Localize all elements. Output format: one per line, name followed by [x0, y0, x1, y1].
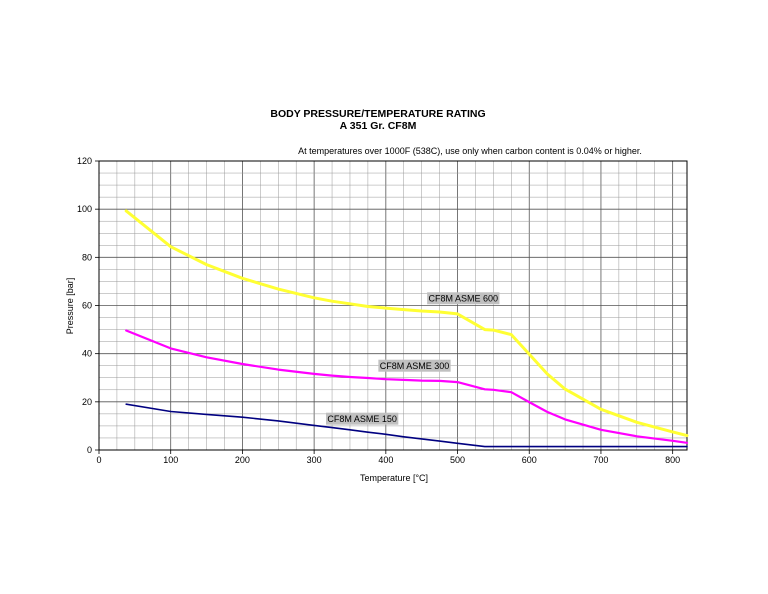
- y-tick-label: 80: [82, 252, 92, 262]
- series-label-asme-150: CF8M ASME 150: [327, 414, 397, 424]
- series-label-asme-600: CF8M ASME 600: [429, 294, 499, 304]
- chart-subtitle: A 351 Gr. CF8M: [340, 120, 417, 132]
- series-lines: [124, 209, 689, 448]
- x-axis-label: Temperature [°C]: [360, 473, 428, 483]
- x-tick-label: 700: [593, 455, 608, 465]
- y-tick-label: 20: [82, 397, 92, 407]
- series-label-box: [427, 292, 500, 305]
- x-tick-label: 500: [450, 455, 465, 465]
- y-tick-label: 120: [77, 156, 92, 166]
- x-tick-label: 300: [307, 455, 322, 465]
- series-labels: CF8M ASME 150 CF8M ASME 300 CF8M ASME 600: [326, 292, 500, 425]
- x-tick-label: 600: [522, 455, 537, 465]
- grid: [99, 161, 687, 450]
- y-tick-label: 60: [82, 301, 92, 311]
- series-label-box: [326, 412, 399, 425]
- y-axis-label: Pressure [bar]: [65, 278, 75, 335]
- series-line: [124, 209, 689, 438]
- x-tick-label: 200: [235, 455, 250, 465]
- y-tick-label: 0: [87, 445, 92, 455]
- x-tick-label: 100: [163, 455, 178, 465]
- series-label-box: [378, 359, 451, 372]
- x-tick-label: 800: [665, 455, 680, 465]
- chart-title: BODY PRESSURE/TEMPERATURE RATING: [270, 108, 485, 120]
- x-tick-label: 0: [96, 455, 101, 465]
- y-tick-label: 100: [77, 204, 92, 214]
- x-tick-label: 400: [378, 455, 393, 465]
- series-label-asme-300: CF8M ASME 300: [380, 361, 450, 371]
- y-tick-label: 40: [82, 349, 92, 359]
- axis-ticks: 0 100 200 300 400 500 600 700 800 0 20 40 60 80 100 120: [77, 156, 680, 465]
- chart-note: At temperatures over 1000F (538C), use o…: [298, 146, 642, 156]
- series-line: [125, 329, 689, 444]
- series-line: [125, 403, 688, 448]
